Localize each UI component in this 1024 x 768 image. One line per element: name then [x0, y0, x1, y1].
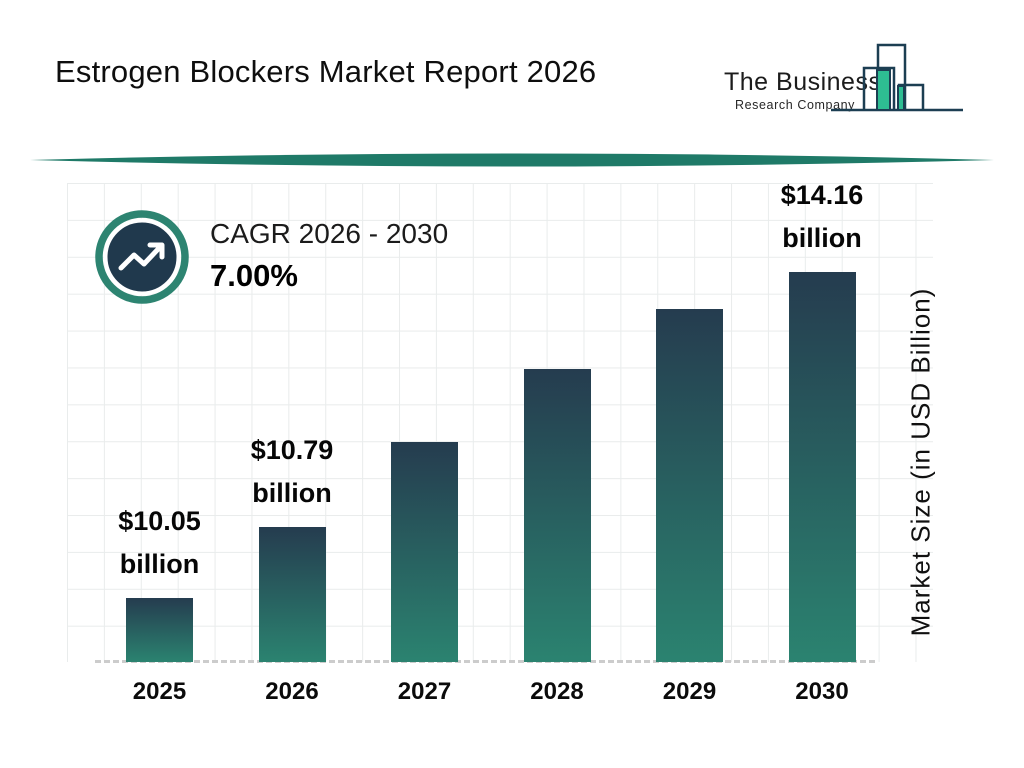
divider-swoosh: [30, 153, 994, 167]
bar-2030: [788, 272, 856, 662]
bar-2028: [523, 369, 591, 662]
bar-2029: [656, 309, 723, 662]
value-label-2026: $10.79 billion: [250, 435, 334, 508]
logo-text-primary: The Business: [724, 68, 882, 96]
bar-2025: [126, 598, 193, 662]
logo-text: The Business Research Company: [724, 68, 882, 112]
value-label-2030: $14.16 billion: [780, 180, 864, 253]
trending-up-icon: [95, 210, 189, 304]
x-tick-label-2027: 2027: [397, 678, 452, 705]
cagr-text-block: CAGR 2026 - 2030 7.00%: [210, 218, 448, 294]
x-tick-label-2026: 2026: [265, 678, 319, 705]
chart-baseline: [95, 660, 875, 663]
bar-2027: [391, 442, 458, 662]
logo-text-secondary: Research Company: [734, 98, 856, 112]
page-title: Estrogen Blockers Market Report 2026: [55, 54, 597, 89]
cagr-value: 7.00%: [210, 258, 298, 293]
bar-2026: [258, 527, 326, 662]
x-tick-label-2028: 2028: [530, 678, 584, 705]
company-logo: The Business Research Company: [724, 38, 994, 126]
x-tick-label-2030: 2030: [795, 678, 849, 705]
y-axis-label: Market Size (in USD Billion): [905, 287, 936, 637]
cagr-badge: [95, 210, 189, 309]
x-tick-label-2025: 2025: [132, 678, 187, 705]
cagr-label: CAGR 2026 - 2030: [210, 218, 449, 249]
value-label-2025: $10.05 billion: [118, 506, 201, 579]
x-tick-label-2029: 2029: [662, 678, 717, 705]
logo-bar-chart-icon: [831, 43, 963, 112]
